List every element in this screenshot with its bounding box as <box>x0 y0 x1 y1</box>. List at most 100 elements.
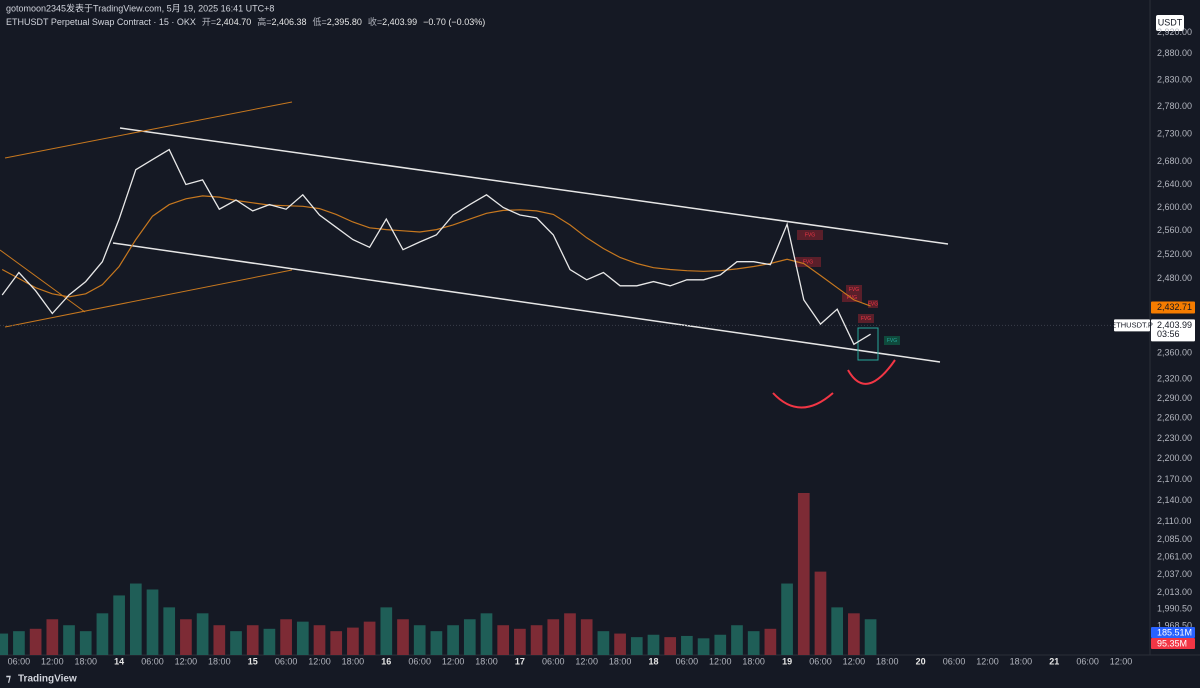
volume-bar <box>63 625 75 655</box>
volume-bar <box>430 631 443 655</box>
x-tick-label: 14 <box>114 656 124 666</box>
x-tick-label: 19 <box>782 656 792 666</box>
y-tick-label: 2,920.00 <box>1157 27 1192 37</box>
x-tick-label: 12:00 <box>308 656 331 666</box>
trend-line <box>0 249 86 313</box>
ohlc-label: 收= <box>368 16 382 27</box>
fvg-box <box>846 285 862 294</box>
volume-bar <box>213 625 226 655</box>
x-tick-label: 06:00 <box>809 656 832 666</box>
volume-bar <box>614 633 626 655</box>
symbol-label-box <box>1114 319 1150 332</box>
legend: ETHUSDT Perpetual Swap Contract · 15 · O… <box>6 16 485 27</box>
volume-bar <box>781 583 793 655</box>
y-tick-label: 2,880.00 <box>1157 48 1192 58</box>
x-tick-label: 18:00 <box>609 656 632 666</box>
volume-bar <box>13 631 25 655</box>
volume-bar <box>246 625 259 655</box>
ma-label-box <box>1151 301 1195 314</box>
x-tick-label: 12:00 <box>442 656 465 666</box>
fvg-box <box>842 293 862 302</box>
x-tick-label: 06:00 <box>141 656 164 666</box>
fvg-box <box>868 300 878 308</box>
volume-bar <box>831 607 844 655</box>
y-tick-label: 2,360.00 <box>1157 348 1192 358</box>
y-tick-label: 2,061.00 <box>1157 551 1192 561</box>
x-tick-label: 17 <box>515 656 525 666</box>
y-tick-label: 2,560.00 <box>1157 225 1192 235</box>
fvg-outline <box>857 327 879 361</box>
volume-bar <box>380 607 393 655</box>
x-tick-label: 06:00 <box>542 656 565 666</box>
volume-bar <box>46 619 59 655</box>
x-tick-label: 12:00 <box>709 656 732 666</box>
volume-bar <box>797 493 810 655</box>
ohlc-label: 低= <box>313 16 327 27</box>
volume-bar <box>347 627 359 655</box>
trend-line <box>4 269 293 328</box>
y-tick-label: 1,968.50 <box>1157 620 1192 630</box>
x-tick-label: 12:00 <box>175 656 198 666</box>
fvg-label: FVG <box>803 259 813 265</box>
countdown: 03:56 <box>1157 329 1180 339</box>
price-line <box>1 148 871 346</box>
y-tick-label: 2,290.00 <box>1157 393 1192 403</box>
y-tick-label: 2,140.00 <box>1157 495 1192 505</box>
price-label: 2,403.99 <box>1157 320 1192 330</box>
fvg-box <box>797 230 823 240</box>
volume-ma-label: 185.51M <box>1157 627 1192 637</box>
ohlc-value: 2,395.80 <box>327 17 362 27</box>
footer: TradingView <box>18 674 77 685</box>
volume-bar <box>848 613 860 655</box>
y-tick-label: 2,640.00 <box>1157 179 1192 189</box>
fvg-label: FVG <box>849 287 859 293</box>
volume-bar <box>180 619 192 655</box>
x-tick-label: 18:00 <box>342 656 365 666</box>
x-tick-label: 18 <box>648 656 658 666</box>
volume-bar <box>146 589 159 655</box>
volume-bar <box>747 631 760 655</box>
fvg-label: FVG <box>887 338 897 344</box>
fvg-box <box>858 314 874 323</box>
volume-last-label: 95.35M <box>1157 638 1187 648</box>
currency: USDT <box>1158 17 1183 27</box>
y-tick-label: 2,170.00 <box>1157 474 1192 484</box>
y-tick-label: 2,520.00 <box>1157 249 1192 259</box>
volume-bar <box>647 634 660 655</box>
volume-bar <box>630 637 643 655</box>
ma-label: 2,432.71 <box>1157 302 1192 312</box>
volume-bar <box>814 571 827 655</box>
volume-bar <box>480 613 493 655</box>
y-tick-label: 2,320.00 <box>1157 373 1192 383</box>
y-tick-label: 1,990.50 <box>1157 604 1192 614</box>
ohlc-label: 高= <box>257 16 271 27</box>
channel-line <box>119 127 949 245</box>
volume-bar <box>196 613 209 655</box>
x-tick-label: 12:00 <box>843 656 866 666</box>
y-tick-label: 2,110.00 <box>1157 516 1191 526</box>
marker-arc <box>847 359 896 385</box>
fvg-label: FVG <box>861 316 871 322</box>
trend-line <box>4 101 293 159</box>
volume-bar <box>664 637 677 655</box>
y-tick-label: 2,230.00 <box>1157 433 1192 443</box>
volume-bar <box>397 619 409 655</box>
fvg-box <box>884 336 900 345</box>
volume-bar <box>731 625 743 655</box>
x-tick-label: 21 <box>1049 656 1059 666</box>
x-tick-label: 18:00 <box>208 656 231 666</box>
volume-bar <box>597 631 610 655</box>
x-tick-label: 12:00 <box>976 656 999 666</box>
change: −0.70 (−0.03%) <box>423 17 485 27</box>
x-tick-label: 18:00 <box>876 656 899 666</box>
x-tick-label: 20 <box>916 656 926 666</box>
y-tick-label: 2,680.00 <box>1157 156 1192 166</box>
volume-bar <box>263 628 276 655</box>
ohlc-value: 2,406.38 <box>271 17 306 27</box>
x-tick-label: 06:00 <box>408 656 431 666</box>
volume-bar <box>79 631 92 655</box>
x-tick-label: 18:00 <box>1010 656 1033 666</box>
volume-bar <box>129 583 142 655</box>
y-tick-label: 2,037.00 <box>1157 569 1192 579</box>
